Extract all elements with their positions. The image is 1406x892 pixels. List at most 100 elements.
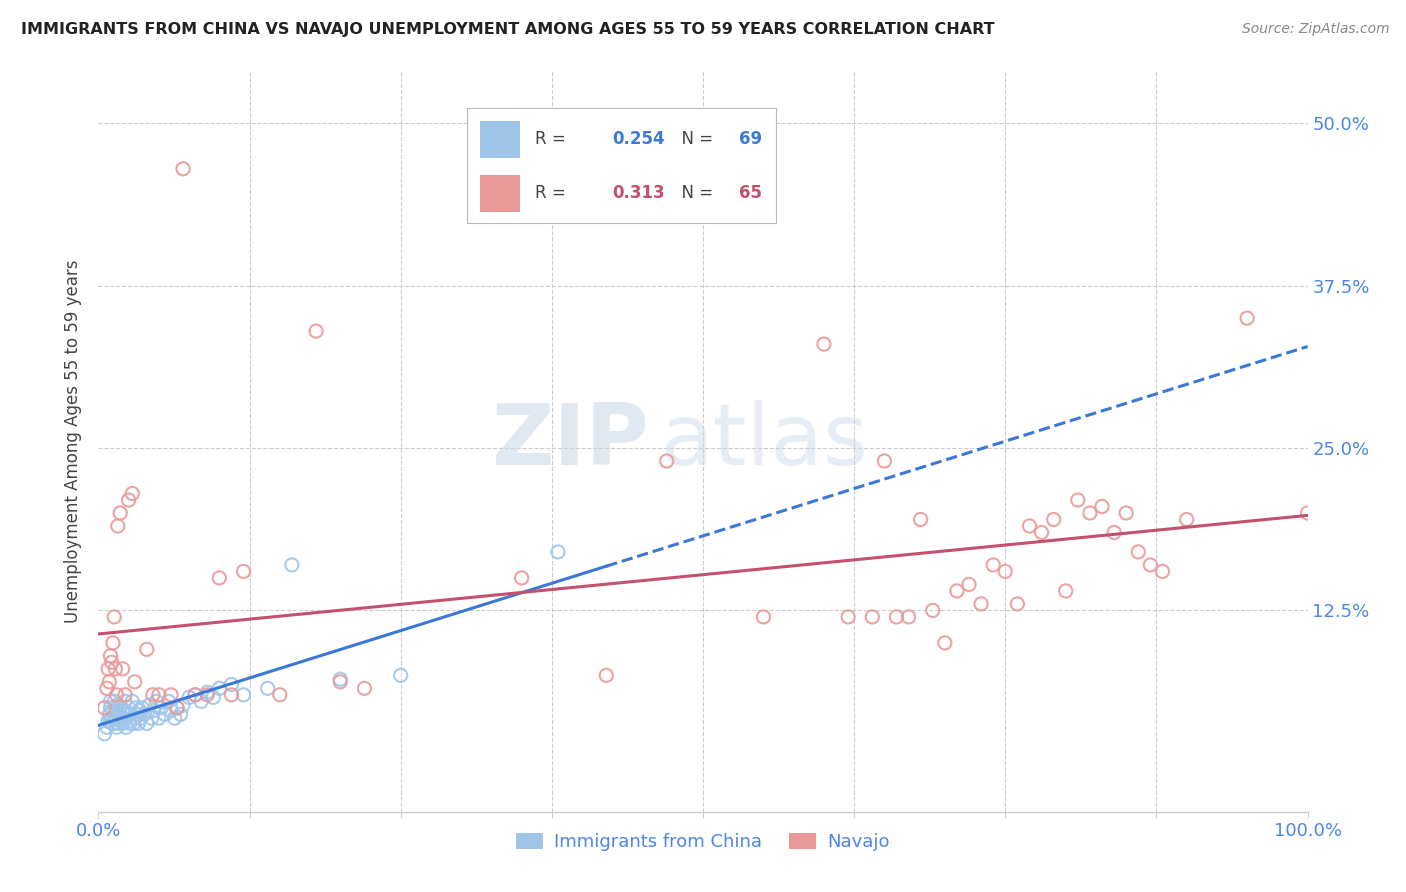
Text: ZIP: ZIP [491, 400, 648, 483]
Point [970, 597, 993, 611]
Point [108, 708, 131, 723]
Point [1102, 525, 1125, 540]
Point [127, 716, 149, 731]
Point [221, 688, 243, 702]
Point [595, 668, 617, 682]
Point [172, 161, 194, 176]
Point [100, 694, 122, 708]
Text: atlas: atlas [661, 400, 869, 483]
Point [114, 703, 136, 717]
Point [1054, 583, 1077, 598]
Point [1128, 545, 1150, 559]
Point [103, 694, 125, 708]
Point [121, 486, 143, 500]
Point [121, 694, 143, 708]
Point [813, 337, 835, 351]
Point [1018, 519, 1040, 533]
Point [934, 636, 956, 650]
Point [1067, 493, 1090, 508]
Point [910, 512, 932, 526]
Point [98, 707, 121, 722]
Point [232, 565, 254, 579]
Point [100, 656, 122, 670]
Point [169, 707, 191, 722]
Point [105, 711, 128, 725]
Point [1007, 597, 1029, 611]
Point [142, 688, 165, 702]
Point [124, 674, 146, 689]
Point [886, 610, 908, 624]
Point [125, 701, 148, 715]
Point [184, 688, 207, 702]
Point [353, 681, 375, 696]
Point [957, 577, 980, 591]
Point [329, 674, 352, 689]
Point [100, 711, 122, 725]
Point [946, 583, 969, 598]
Point [195, 688, 218, 702]
Point [108, 701, 131, 715]
Point [145, 694, 167, 708]
Point [118, 701, 141, 715]
Point [138, 698, 160, 713]
Point [166, 701, 188, 715]
Point [873, 454, 896, 468]
Point [179, 690, 201, 705]
Point [107, 519, 129, 533]
Point [921, 603, 943, 617]
Point [96, 681, 118, 696]
Legend: Immigrants from China, Navajo: Immigrants from China, Navajo [509, 825, 897, 858]
Point [897, 610, 920, 624]
Point [860, 610, 883, 624]
Point [101, 636, 124, 650]
Point [117, 707, 139, 722]
Point [122, 716, 145, 731]
Point [160, 688, 183, 702]
Point [221, 677, 243, 691]
Point [104, 703, 127, 717]
Point [118, 714, 141, 728]
Point [655, 454, 678, 468]
Point [148, 711, 170, 725]
Point [110, 711, 132, 725]
Point [96, 720, 118, 734]
Point [1091, 500, 1114, 514]
Point [108, 506, 131, 520]
Point [837, 610, 859, 624]
Point [101, 703, 124, 717]
Point [1175, 512, 1198, 526]
Point [134, 707, 156, 722]
Point [1152, 565, 1174, 579]
Point [105, 688, 128, 702]
Point [114, 688, 136, 702]
Point [232, 688, 254, 702]
Point [329, 672, 352, 686]
Point [115, 720, 138, 734]
Point [1042, 512, 1064, 526]
Point [510, 571, 533, 585]
Text: Source: ZipAtlas.com: Source: ZipAtlas.com [1241, 22, 1389, 37]
Point [120, 707, 142, 722]
Point [111, 703, 134, 717]
Point [131, 701, 153, 715]
Point [118, 716, 141, 731]
Point [112, 711, 135, 725]
Point [135, 642, 157, 657]
Point [108, 714, 131, 728]
Point [981, 558, 1004, 572]
Point [157, 694, 180, 708]
Point [100, 701, 122, 715]
Point [172, 698, 194, 713]
Point [153, 707, 176, 722]
Point [111, 662, 134, 676]
Point [98, 674, 121, 689]
Point [1031, 525, 1053, 540]
Point [1115, 506, 1137, 520]
Point [208, 681, 231, 696]
Point [160, 703, 183, 717]
Point [97, 662, 120, 676]
Text: IMMIGRANTS FROM CHINA VS NAVAJO UNEMPLOYMENT AMONG AGES 55 TO 59 YEARS CORRELATI: IMMIGRANTS FROM CHINA VS NAVAJO UNEMPLOY… [21, 22, 994, 37]
Point [166, 701, 188, 715]
Point [190, 694, 212, 708]
Point [103, 711, 125, 725]
